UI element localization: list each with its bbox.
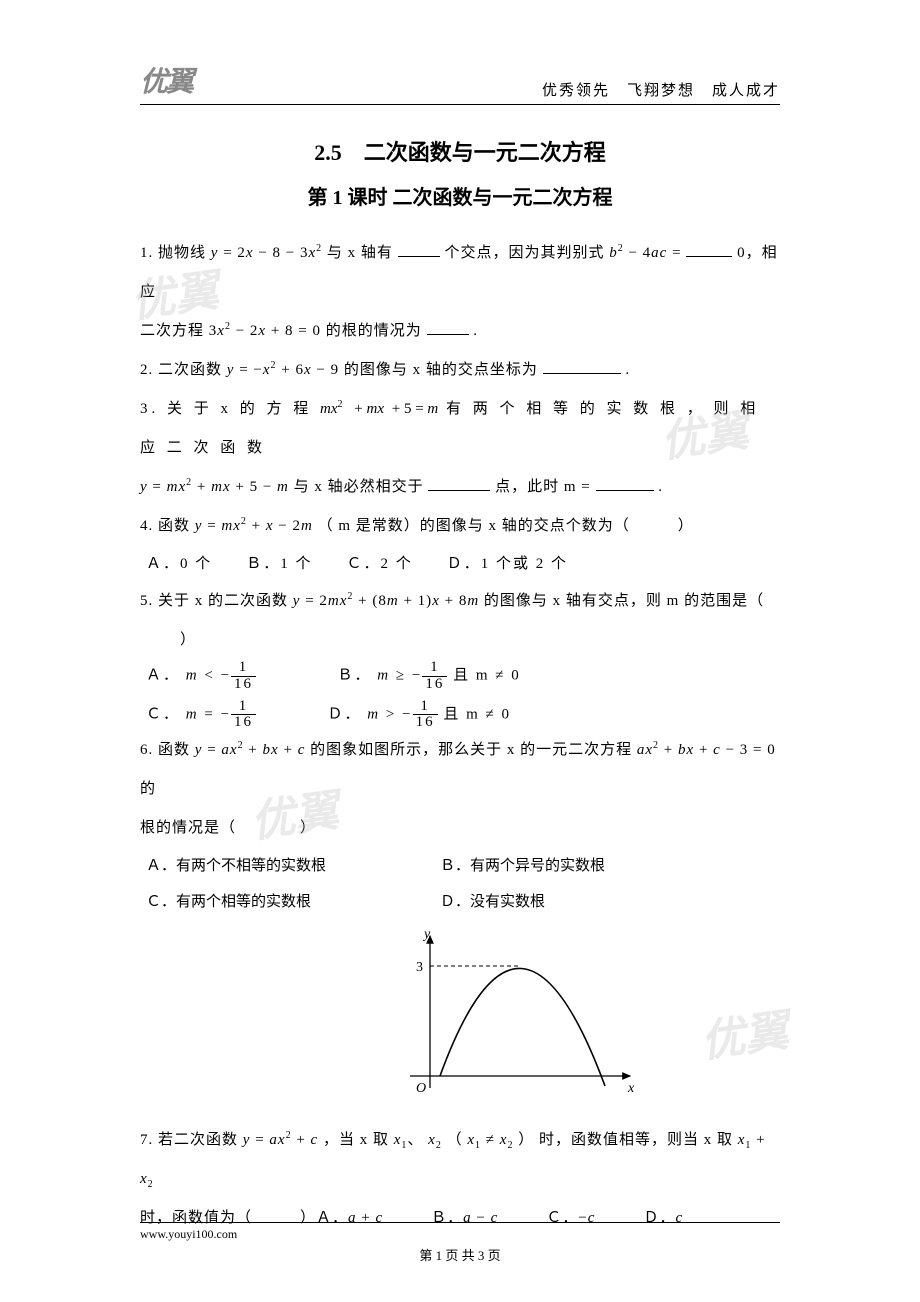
q5-options-row1: Ａ． m < −116 Ｂ． m ≥ −116 且 m ≠ 0	[146, 660, 780, 693]
frac-den: 16	[422, 677, 447, 693]
question-2: 2. 二次函数 y = −x2 + 6x − 9 的图像与 x 轴的交点坐标为 …	[140, 351, 780, 390]
blank	[596, 477, 654, 491]
q1-text-f: 的根的情况为	[326, 323, 422, 339]
frac-num: 1	[422, 660, 447, 677]
logo: 优翼	[140, 60, 192, 100]
q5-B-label: Ｂ．	[338, 668, 372, 684]
q6-optA: Ａ．有两个不相等的实数根	[140, 848, 440, 884]
q1-dot: .	[473, 323, 478, 339]
q5-options-row2: Ｃ． m = −116 Ｄ． m > −116 且 m ≠ 0	[146, 699, 780, 732]
svg-text:3: 3	[416, 960, 423, 975]
footer-url: www.youyi100.com	[140, 1227, 237, 1241]
q5-paren: ）	[140, 621, 780, 660]
q3-c: 与 x 轴必然相交于	[294, 479, 424, 495]
parabola-chart: 3 y x O	[380, 926, 780, 1111]
q6-options-row1: Ａ．有两个不相等的实数根 Ｂ．有两个异号的实数根	[140, 848, 780, 884]
q6-b: 的图象如图所示，那么关于 x 的一元二次方程	[310, 742, 637, 758]
svg-text:y: y	[422, 927, 431, 942]
q2-dot: .	[625, 362, 630, 378]
blank	[543, 360, 621, 374]
frac-num: 1	[231, 660, 256, 677]
q1-text-e: 二次方程	[140, 323, 209, 339]
q5-A-label: Ａ．	[146, 668, 180, 684]
q6-optC: Ｃ．有两个相等的实数根	[140, 884, 440, 920]
q4-options: Ａ．0 个 Ｂ．1 个 Ｃ．2 个 Ｄ．1 个或 2 个	[146, 546, 780, 582]
q5-C-label: Ｃ．	[146, 706, 180, 722]
q6-d: 根的情况是（ ）	[140, 809, 780, 848]
q5-D-label: Ｄ．	[328, 706, 362, 722]
frac-num: 1	[231, 699, 256, 716]
q4-b: （ m 是常数）的图像与 x 轴的交点个数为（ ）	[318, 518, 694, 534]
q1-text-c: 个交点，因为其判别式	[444, 245, 609, 261]
q5-D-tail: 且 m ≠ 0	[443, 706, 511, 722]
blank	[427, 321, 469, 335]
q6-optD: Ｄ．没有实数根	[440, 884, 545, 920]
q7-c: 时，函数值相等，则当 x 取	[539, 1132, 738, 1148]
blank	[398, 243, 440, 257]
svg-text:x: x	[627, 1081, 635, 1096]
svg-text:O: O	[416, 1081, 426, 1096]
question-1b: 二次方程 3x2 − 2x + 8 = 0 的根的情况为 .	[140, 312, 780, 351]
frac-den: 16	[231, 715, 256, 731]
q6-options-row2: Ｃ．有两个相等的实数根 Ｄ．没有实数根	[140, 884, 780, 920]
footer: www.youyi100.com	[140, 1222, 780, 1242]
blank	[686, 243, 732, 257]
q7-a: 7. 若二次函数	[140, 1132, 243, 1148]
question-4: 4. 函数 y = mx2 + x − 2m （ m 是常数）的图像与 x 轴的…	[140, 507, 780, 546]
q2-b: 的图像与 x 轴的交点坐标为	[344, 362, 538, 378]
question-6: 6. 函数 y = ax2 + bx + c 的图象如图所示，那么关于 x 的一…	[140, 731, 780, 809]
chart-svg: 3 y x O	[380, 926, 640, 1106]
frac-den: 16	[413, 715, 438, 731]
q6-optB: Ｂ．有两个异号的实数根	[440, 848, 605, 884]
q5-B-tail: 且 m ≠ 0	[453, 668, 521, 684]
q5-b: 的图像与 x 轴有交点，则 m 的范围是（	[484, 593, 764, 609]
question-3: 3. 关 于 x 的 方 程 mx2 + mx + 5 = m 有 两 个 相 …	[140, 390, 780, 468]
question-1: 1. 抛物线 y = 2x − 8 − 3x2 与 x 轴有 个交点，因为其判别…	[140, 234, 780, 312]
q7-b: ，当 x 取	[323, 1132, 394, 1148]
q1-text-b: 与 x 轴有	[327, 245, 393, 261]
lesson-title: 第 1 课时 二次函数与一元二次方程	[140, 181, 780, 210]
section-title: 2.5 二次函数与一元二次方程	[140, 135, 780, 167]
q2-a: 2. 二次函数	[140, 362, 227, 378]
q4-a: 4. 函数	[140, 518, 195, 534]
q1-text: 1. 抛物线	[140, 245, 211, 261]
frac-den: 16	[231, 677, 256, 693]
q3-d: 点，此时 m =	[495, 479, 591, 495]
blank	[428, 477, 490, 491]
question-3b: y = mx2 + mx + 5 − m 与 x 轴必然相交于 点，此时 m =…	[140, 468, 780, 507]
question-5: 5. 关于 x 的二次函数 y = 2mx2 + (8m + 1)x + 8m …	[140, 582, 780, 621]
header: 优翼 优秀领先 飞翔梦想 成人成才	[140, 60, 780, 105]
tagline: 优秀领先 飞翔梦想 成人成才	[542, 79, 780, 100]
q6-c: 的	[140, 781, 156, 797]
frac-num: 1	[413, 699, 438, 716]
q5-a: 5. 关于 x 的二次函数	[140, 593, 293, 609]
q3-a: 3. 关 于 x 的 方 程	[140, 401, 320, 417]
page-number: 第 1 页 共 3 页	[0, 1245, 920, 1264]
sep: 、	[407, 1132, 423, 1148]
question-7: 7. 若二次函数 y = ax2 + c ，当 x 取 x1、 x2 （ x1 …	[140, 1121, 780, 1199]
q3-dot: .	[658, 479, 663, 495]
q6-a: 6. 函数	[140, 742, 195, 758]
